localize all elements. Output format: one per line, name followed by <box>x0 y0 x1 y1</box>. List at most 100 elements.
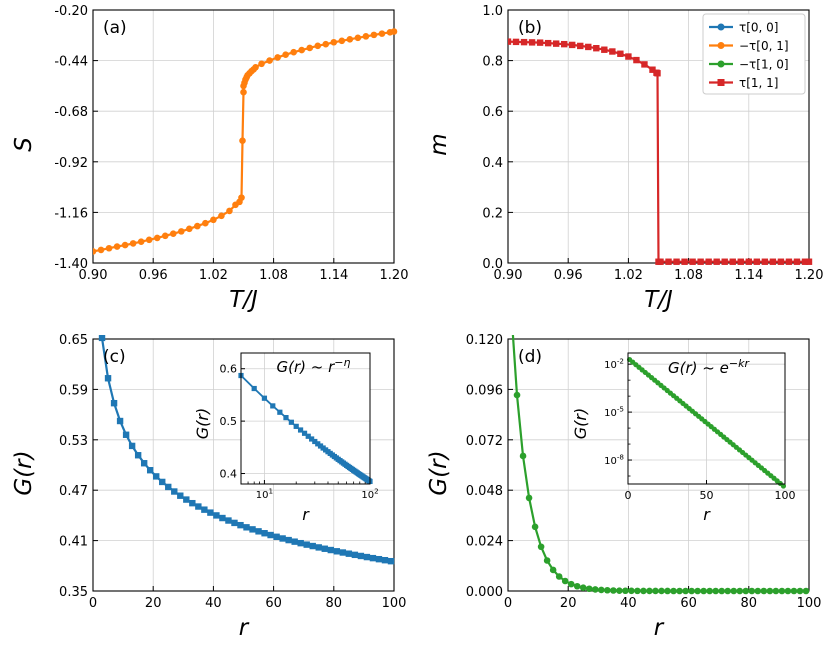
data-point <box>177 492 184 499</box>
data-point <box>146 467 154 474</box>
data-point <box>378 30 386 37</box>
data-point <box>617 50 624 57</box>
legend-entry: τ[0, 0] <box>739 21 779 35</box>
data-point <box>282 51 289 58</box>
data-point <box>622 587 629 595</box>
data-point <box>274 54 281 61</box>
data-point <box>654 70 661 77</box>
data-point <box>555 573 563 580</box>
data-point <box>790 587 798 595</box>
data-point <box>207 509 214 516</box>
data-point <box>161 232 169 240</box>
x-tick-label: 50 <box>700 489 714 502</box>
data-point <box>104 375 112 382</box>
panel-label: (d) <box>518 347 542 367</box>
data-point <box>309 542 316 550</box>
data-point <box>573 582 581 590</box>
data-point <box>110 399 118 407</box>
inset-data-point <box>277 409 283 415</box>
x-tick-label: 1.08 <box>674 268 703 283</box>
data-point <box>697 258 704 265</box>
data-point <box>225 517 232 524</box>
data-point <box>390 28 398 35</box>
legend-marker <box>717 79 725 86</box>
data-point <box>195 503 202 510</box>
data-point <box>177 228 185 235</box>
data-point <box>778 587 786 595</box>
data-point <box>202 219 209 227</box>
y-axis-label: G(r) <box>426 450 452 495</box>
data-point <box>805 258 813 265</box>
data-point <box>706 587 713 595</box>
inset-data-point <box>270 403 276 409</box>
panel-label: (b) <box>518 18 542 38</box>
x-tick-label: 100 <box>775 489 796 502</box>
inset-data-point <box>301 430 308 436</box>
legend-entry: −τ[0, 1] <box>739 39 789 53</box>
x-axis-label: T/J <box>644 287 673 313</box>
data-point <box>543 557 551 564</box>
y-axis-label: G(r) <box>11 450 37 495</box>
data-point <box>345 550 353 557</box>
legend-box <box>702 13 806 95</box>
data-point <box>748 587 756 595</box>
data-point <box>785 258 793 265</box>
data-point <box>354 34 362 42</box>
data-point <box>569 41 576 49</box>
inset-data-point <box>317 443 324 449</box>
data-point <box>658 587 665 595</box>
data-point <box>339 549 347 556</box>
data-point <box>351 551 359 559</box>
series-0 <box>98 335 395 565</box>
data-point <box>688 587 695 595</box>
data-point <box>525 494 533 502</box>
data-point <box>772 587 780 595</box>
data-point <box>169 230 177 237</box>
data-point <box>730 587 738 595</box>
data-point <box>753 258 761 265</box>
x-axis-label: r <box>239 615 250 641</box>
data-point <box>290 48 297 56</box>
data-point <box>201 506 208 513</box>
data-point <box>634 587 641 595</box>
x-tick-label: 1.02 <box>614 268 643 283</box>
x-tick-label: 60 <box>680 596 697 611</box>
y-tick-label: 10-2 <box>604 357 624 372</box>
x-tick-label: 40 <box>205 596 222 611</box>
data-point <box>363 553 371 561</box>
x-tick-label: 1.08 <box>259 268 288 283</box>
x-tick-label: 0 <box>89 596 97 611</box>
data-point <box>513 391 521 399</box>
data-point <box>536 39 544 46</box>
data-point <box>97 246 105 254</box>
data-point <box>297 539 304 547</box>
data-point <box>802 587 810 595</box>
y-tick-label: -1.40 <box>54 257 88 272</box>
data-point <box>322 40 330 48</box>
data-point <box>784 587 792 595</box>
data-point <box>777 258 785 265</box>
x-tick-label: 60 <box>265 596 282 611</box>
data-point <box>512 38 520 46</box>
data-point <box>640 587 647 595</box>
data-point <box>508 38 512 45</box>
data-point <box>729 258 736 265</box>
data-point <box>567 580 575 588</box>
data-point <box>628 587 635 595</box>
y-tick-label: -1.16 <box>54 206 88 221</box>
data-point <box>610 587 617 594</box>
x-axis-label: r <box>654 615 665 641</box>
data-point <box>793 258 801 265</box>
y-tick-label: 0.65 <box>59 333 88 348</box>
data-point <box>681 258 688 265</box>
data-point <box>273 533 280 540</box>
data-point <box>362 33 370 40</box>
data-point <box>531 523 539 531</box>
data-point <box>537 543 545 551</box>
x-tick-label: 0.96 <box>554 268 583 283</box>
x-tick-label: 1.20 <box>380 268 409 283</box>
axes-frame <box>92 338 395 592</box>
data-point <box>291 538 298 545</box>
axes-frame <box>92 9 395 264</box>
data-point <box>520 38 528 46</box>
